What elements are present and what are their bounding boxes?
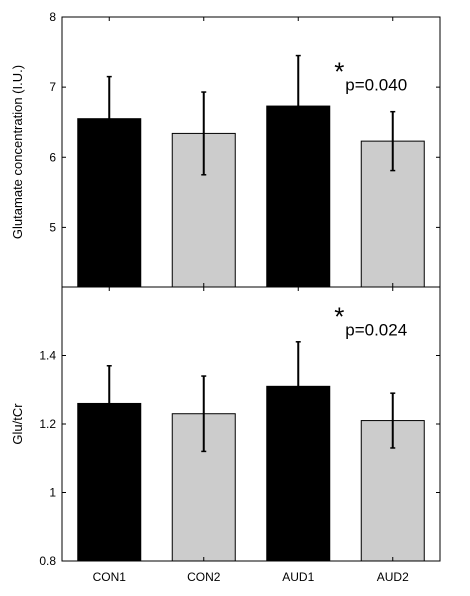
y-axis-label: Glu/tCr: [10, 403, 25, 445]
y-tick-label: 1.4: [39, 349, 56, 363]
y-tick-label: 6: [49, 150, 56, 164]
chart-panel-2: 0.8 1 1.2 1.4 CON1 CON2 AUD1 AUD2 Glu/tCr * p=0.02…: [10, 286, 441, 584]
significance-star: *: [334, 57, 344, 87]
y-tick-label: 5: [49, 220, 56, 234]
x-tick-label-aud1: AUD1: [282, 570, 314, 584]
y-tick-label: 8: [49, 10, 56, 24]
y-tick-label: 0.8: [39, 554, 56, 568]
x-tick-label-con2: CON2: [187, 570, 221, 584]
y-tick-label: 7: [49, 80, 56, 94]
y-tick-label: 1.2: [39, 417, 56, 431]
p-value-annotation: p=0.024: [345, 320, 407, 339]
x-tick-label-con1: CON1: [93, 570, 127, 584]
chart-panel-1: 5 6 7 8 Glutamate concentration (I.U.) * p=0.0…: [10, 10, 441, 288]
y-tick-label: 1: [49, 486, 56, 500]
x-tick-label-aud2: AUD2: [377, 570, 409, 584]
p-value-annotation: p=0.040: [345, 76, 407, 95]
significance-star: *: [334, 301, 344, 331]
y-axis-label: Glutamate concentration (I.U.): [10, 65, 25, 239]
